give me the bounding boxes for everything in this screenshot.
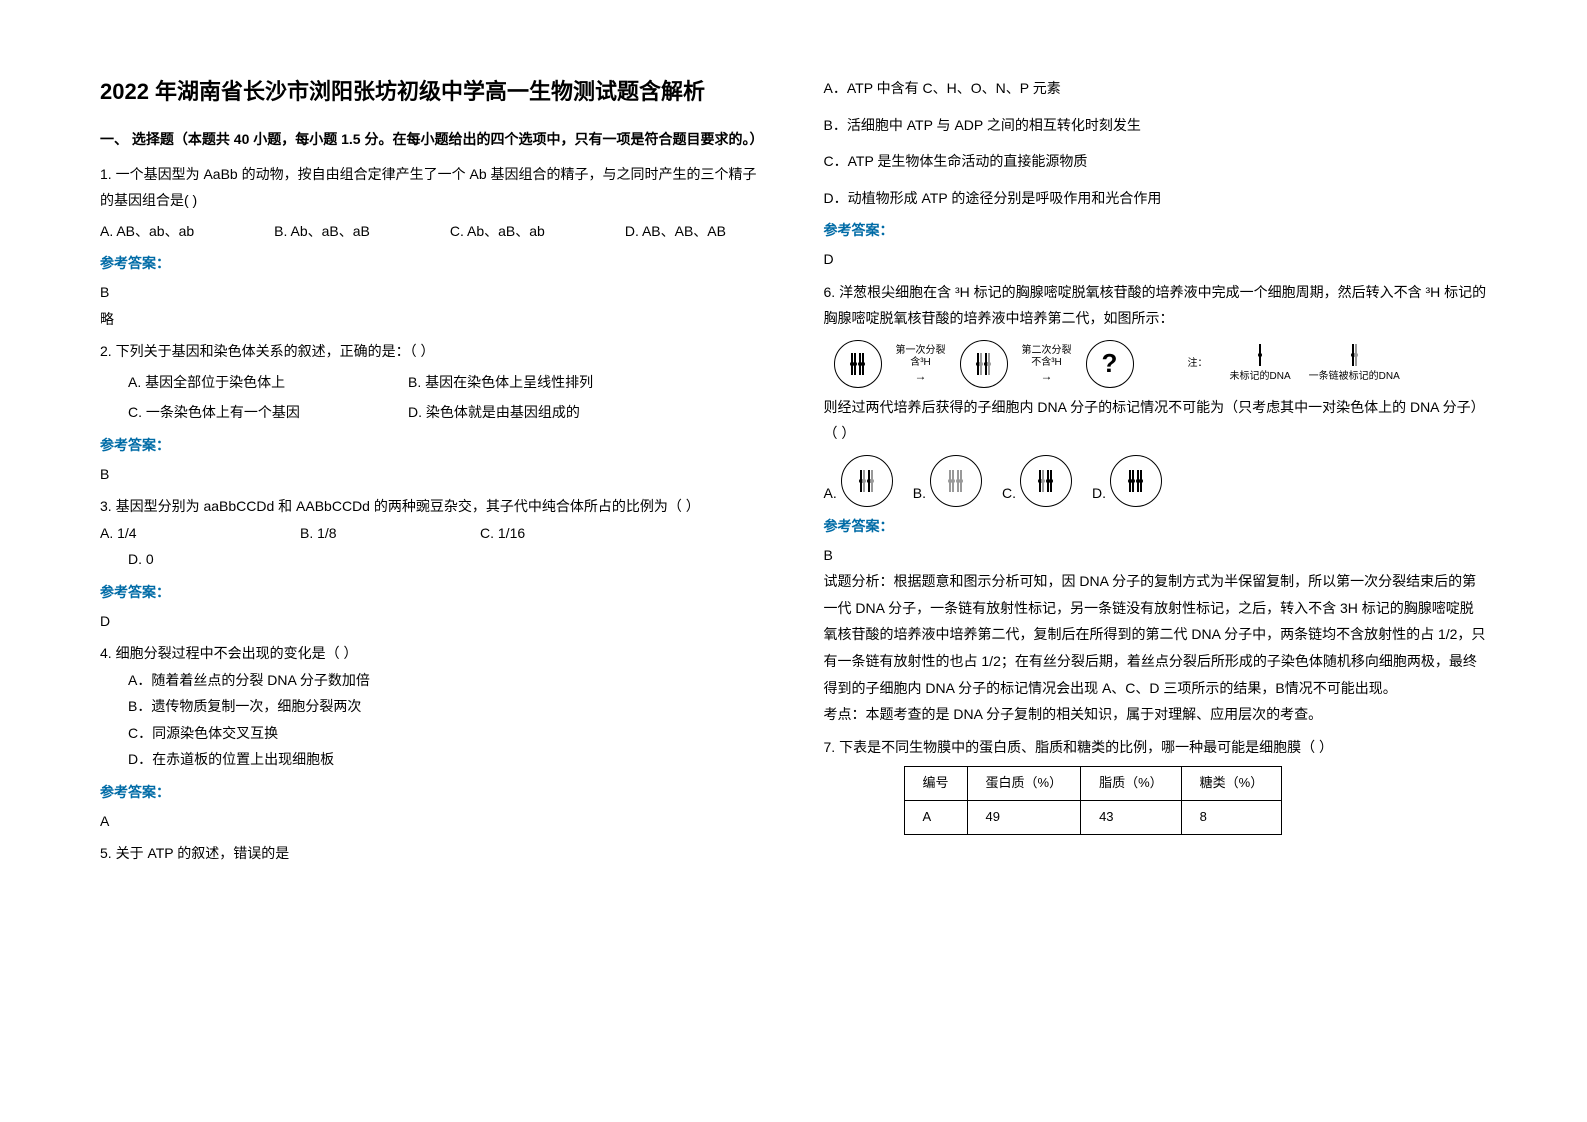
q1-answer: B <box>100 279 764 306</box>
q5-opt-c: C．ATP 是生物体生命活动的直接能源物质 <box>824 148 1488 175</box>
q7-table: 编号 蛋白质（%） 脂质（%） 糖类（%） A 49 43 8 <box>904 766 1283 834</box>
q2-answer: B <box>100 461 764 488</box>
q2-opt-a: A. 基因全部位于染色体上 <box>128 369 328 396</box>
q7-stem: 7. 下表是不同生物膜中的蛋白质、脂质和糖类的比例，哪一种最可能是细胞膜（ ） <box>824 734 1488 761</box>
q2-options-row1: A. 基因全部位于染色体上 B. 基因在染色体上呈线性排列 <box>100 369 764 396</box>
q4-opt-c: C．同源染色体交叉互换 <box>100 720 764 747</box>
th-2: 脂质（%） <box>1081 767 1182 801</box>
q4-answer: A <box>100 808 764 835</box>
legend-note: 注： <box>1188 357 1208 370</box>
q1-options: A. AB、ab、ab B. Ab、aB、aB C. Ab、aB、ab D. A… <box>100 218 764 245</box>
q5-answer: D <box>824 246 1488 273</box>
q3-stem: 3. 基因型分别为 aaBbCCDd 和 AABbCCDd 的两种豌豆杂交，其子… <box>100 493 764 520</box>
q4-opt-a: A．随着着丝点的分裂 DNA 分子数加倍 <box>100 667 764 694</box>
q5-opt-d: D．动植物形成 ATP 的途径分别是呼吸作用和光合作用 <box>824 185 1488 212</box>
q1-opt-b: B. Ab、aB、aB <box>274 218 370 245</box>
q6-stem1: 6. 洋葱根尖细胞在含 ³H 标记的胸腺嘧啶脱氧核苷酸的培养液中完成一个细胞周期… <box>824 279 1488 332</box>
q2-opt-b: B. 基因在染色体上呈线性排列 <box>408 369 593 396</box>
q6-opt-c: C. <box>1002 455 1072 507</box>
q1-opt-c: C. Ab、aB、ab <box>450 218 545 245</box>
td-3: 8 <box>1181 800 1282 834</box>
cell-1 <box>834 340 882 388</box>
question-6: 6. 洋葱根尖细胞在含 ³H 标记的胸腺嘧啶脱氧核苷酸的培养液中完成一个细胞周期… <box>824 279 1488 728</box>
doc-title: 2022 年湖南省长沙市浏阳张坊初级中学高一生物测试题含解析 <box>100 75 764 108</box>
diagram-legend: 注： 未标记的DNA 一条链被标记的DNA <box>1188 344 1400 383</box>
q5-opt-b: B．活细胞中 ATP 与 ADP 之间的相互转化时刻发生 <box>824 112 1488 139</box>
q2-answer-label: 参考答案： <box>100 432 764 459</box>
q6-analysis: 试题分析：根据题意和图示分析可知，因 DNA 分子的复制方式为半保留复制，所以第… <box>824 568 1488 701</box>
td-1: 49 <box>967 800 1081 834</box>
cell-question: ? <box>1086 340 1134 388</box>
q1-opt-d: D. AB、AB、AB <box>625 218 726 245</box>
arrow-1: 第一次分裂 含³H → <box>896 345 946 383</box>
q3-answer-label: 参考答案： <box>100 579 764 606</box>
th-3: 糖类（%） <box>1181 767 1282 801</box>
q4-answer-label: 参考答案： <box>100 779 764 806</box>
q6-diagram: 第一次分裂 含³H → 第二次分裂 不含³H → ? 注： 未标记的DNA <box>834 340 1488 388</box>
question-1: 1. 一个基因型为 AaBb 的动物，按自由组合定律产生了一个 Ab 基因组合的… <box>100 161 764 333</box>
q6-opt-a: A. <box>824 455 893 507</box>
section-heading: 一、 选择题（本题共 40 小题，每小题 1.5 分。在每小题给出的四个选项中，… <box>100 126 764 153</box>
right-column: A．ATP 中含有 C、H、O、N、P 元素 B．活细胞中 ATP 与 ADP … <box>824 75 1488 1047</box>
q2-stem: 2. 下列关于基因和染色体关系的叙述，正确的是：（ ） <box>100 338 764 365</box>
q3-opt-d: D. 0 <box>100 546 764 573</box>
q1-note: 略 <box>100 306 764 333</box>
question-3: 3. 基因型分别为 aaBbCCDd 和 AABbCCDd 的两种豌豆杂交，其子… <box>100 493 764 634</box>
q1-answer-label: 参考答案： <box>100 250 764 277</box>
td-0: A <box>904 800 967 834</box>
table-header-row: 编号 蛋白质（%） 脂质（%） 糖类（%） <box>904 767 1282 801</box>
q1-stem: 1. 一个基因型为 AaBb 的动物，按自由组合定律产生了一个 Ab 基因组合的… <box>100 161 764 214</box>
question-5-stem: 5. 关于 ATP 的叙述，错误的是 <box>100 840 764 867</box>
legend-labeled: 一条链被标记的DNA <box>1309 344 1400 383</box>
q2-options-row2: C. 一条染色体上有一个基因 D. 染色体就是由基因组成的 <box>100 399 764 426</box>
q2-opt-c: C. 一条染色体上有一个基因 <box>128 399 328 426</box>
q5-answer-label: 参考答案： <box>824 217 1488 244</box>
td-2: 43 <box>1081 800 1182 834</box>
q6-stem2: 则经过两代培养后获得的子细胞内 DNA 分子的标记情况不可能为（只考虑其中一对染… <box>824 394 1488 447</box>
q3-opt-b: B. 1/8 <box>300 520 480 547</box>
q4-opt-d: D．在赤道板的位置上出现细胞板 <box>100 746 764 773</box>
question-4: 4. 细胞分裂过程中不会出现的变化是（ ） A．随着着丝点的分裂 DNA 分子数… <box>100 640 764 834</box>
q5-opt-a: A．ATP 中含有 C、H、O、N、P 元素 <box>824 75 1488 102</box>
q6-answer: B <box>824 542 1488 569</box>
legend-unlabeled: 未标记的DNA <box>1230 344 1291 383</box>
th-0: 编号 <box>904 767 967 801</box>
th-1: 蛋白质（%） <box>967 767 1081 801</box>
q2-opt-d: D. 染色体就是由基因组成的 <box>408 399 580 426</box>
q6-opt-b: B. <box>913 455 982 507</box>
q1-opt-a: A. AB、ab、ab <box>100 218 194 245</box>
q6-answer-options: A. B. C. D. <box>824 455 1488 507</box>
q6-point: 考点：本题考查的是 DNA 分子复制的相关知识，属于对理解、应用层次的考查。 <box>824 701 1488 728</box>
left-column: 2022 年湖南省长沙市浏阳张坊初级中学高一生物测试题含解析 一、 选择题（本题… <box>100 75 764 1047</box>
q4-stem: 4. 细胞分裂过程中不会出现的变化是（ ） <box>100 640 764 667</box>
table-row: A 49 43 8 <box>904 800 1282 834</box>
q3-answer: D <box>100 608 764 635</box>
q6-opt-d: D. <box>1092 455 1162 507</box>
q3-options: A. 1/4 B. 1/8 C. 1/16 D. 0 <box>100 520 764 573</box>
arrow-2: 第二次分裂 不含³H → <box>1022 345 1072 383</box>
q4-opt-b: B．遗传物质复制一次，细胞分裂两次 <box>100 693 764 720</box>
question-2: 2. 下列关于基因和染色体关系的叙述，正确的是：（ ） A. 基因全部位于染色体… <box>100 338 764 487</box>
question-7: 7. 下表是不同生物膜中的蛋白质、脂质和糖类的比例，哪一种最可能是细胞膜（ ） … <box>824 734 1488 835</box>
q6-answer-label: 参考答案： <box>824 513 1488 540</box>
q5-stem: 5. 关于 ATP 的叙述，错误的是 <box>100 840 764 867</box>
q3-opt-a: A. 1/4 <box>100 520 300 547</box>
cell-2 <box>960 340 1008 388</box>
q3-opt-c: C. 1/16 <box>480 520 600 547</box>
